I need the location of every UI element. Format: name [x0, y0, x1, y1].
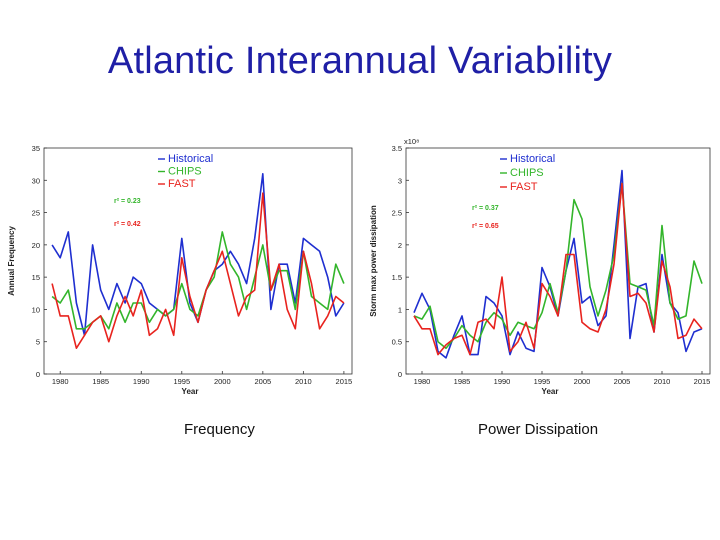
y-tick-label: 0	[36, 370, 40, 379]
y-tick-label: 10	[32, 305, 40, 314]
y-tick-label: 25	[32, 209, 40, 218]
legend-entry: Historical	[168, 153, 213, 165]
x-tick-label: 1980	[414, 377, 431, 386]
y-tick-label: 2	[398, 241, 402, 250]
slide-title: Atlantic Interannual Variability	[107, 40, 613, 82]
legend-entry: FAST	[168, 178, 196, 190]
y-tick-label: 1	[398, 305, 402, 314]
x-tick-label: 2015	[336, 377, 353, 386]
x-tick-label: 2000	[214, 377, 231, 386]
x-tick-label: 1995	[534, 377, 551, 386]
y-exponent-label: x10⁸	[404, 137, 419, 146]
y-tick-label: 20	[32, 241, 40, 250]
x-tick-label: 1995	[173, 377, 190, 386]
x-tick-label: 1990	[133, 377, 150, 386]
r-squared-annotation: r² = 0.65	[472, 223, 499, 230]
y-tick-label: 1.5	[392, 273, 402, 282]
x-tick-label: 2005	[614, 377, 631, 386]
x-tick-label: 2015	[694, 377, 711, 386]
x-tick-label: 2010	[654, 377, 671, 386]
x-tick-label: 1985	[92, 377, 109, 386]
y-tick-label: 3	[398, 176, 402, 185]
y-tick-label: 5	[36, 338, 40, 347]
y-tick-label: 2.5	[392, 209, 402, 218]
power-dissipation-chart: 0 0.5 1 1.5 2 2.5 3 3.5 1980 1985 1990 1995 2000 2005…	[369, 137, 711, 396]
legend-entry: FAST	[510, 181, 538, 193]
x-tick-label: 2010	[295, 377, 312, 386]
r-squared-annotation: r² = 0.23	[114, 198, 141, 205]
r-squared-annotation: r² = 0.42	[114, 221, 141, 228]
frequency-chart-panel: 0 5 10 15 20 25 30 35 1980 1985 1990 1995 2000 2005 20…	[2, 130, 354, 400]
x-tick-label: 1980	[52, 377, 69, 386]
legend-entry: CHIPS	[168, 166, 202, 178]
y-tick-label: 15	[32, 273, 40, 282]
x-axis-label: Year	[542, 387, 559, 396]
frequency-caption: Frequency	[184, 421, 255, 438]
power-dissipation-chart-panel: 0 0.5 1 1.5 2 2.5 3 3.5 1980 1985 1990 1995 2000 2005…	[366, 130, 714, 400]
legend-entry: CHIPS	[510, 167, 544, 179]
x-tick-label: 2005	[254, 377, 271, 386]
y-axis-label: Storm max power dissipation	[369, 205, 378, 317]
y-tick-label: 3.5	[392, 144, 402, 153]
x-tick-label: 2000	[574, 377, 591, 386]
x-axis-label: Year	[182, 387, 199, 396]
frequency-chart: 0 5 10 15 20 25 30 35 1980 1985 1990 1995 2000 2005 20…	[7, 144, 353, 396]
power-dissipation-caption: Power Dissipation	[478, 421, 599, 438]
legend-entry: Historical	[510, 153, 555, 165]
y-tick-label: 30	[32, 176, 40, 185]
x-tick-label: 1990	[494, 377, 511, 386]
y-axis-label: Annual Frequency	[7, 226, 16, 296]
series-line-fast	[51, 192, 345, 349]
x-tick-label: 1985	[454, 377, 471, 386]
y-tick-label: 0.5	[392, 338, 402, 347]
series-line-fast	[413, 182, 703, 356]
y-tick-label: 35	[32, 144, 40, 153]
y-tick-label: 0	[398, 370, 402, 379]
r-squared-annotation: r² = 0.37	[472, 205, 499, 212]
